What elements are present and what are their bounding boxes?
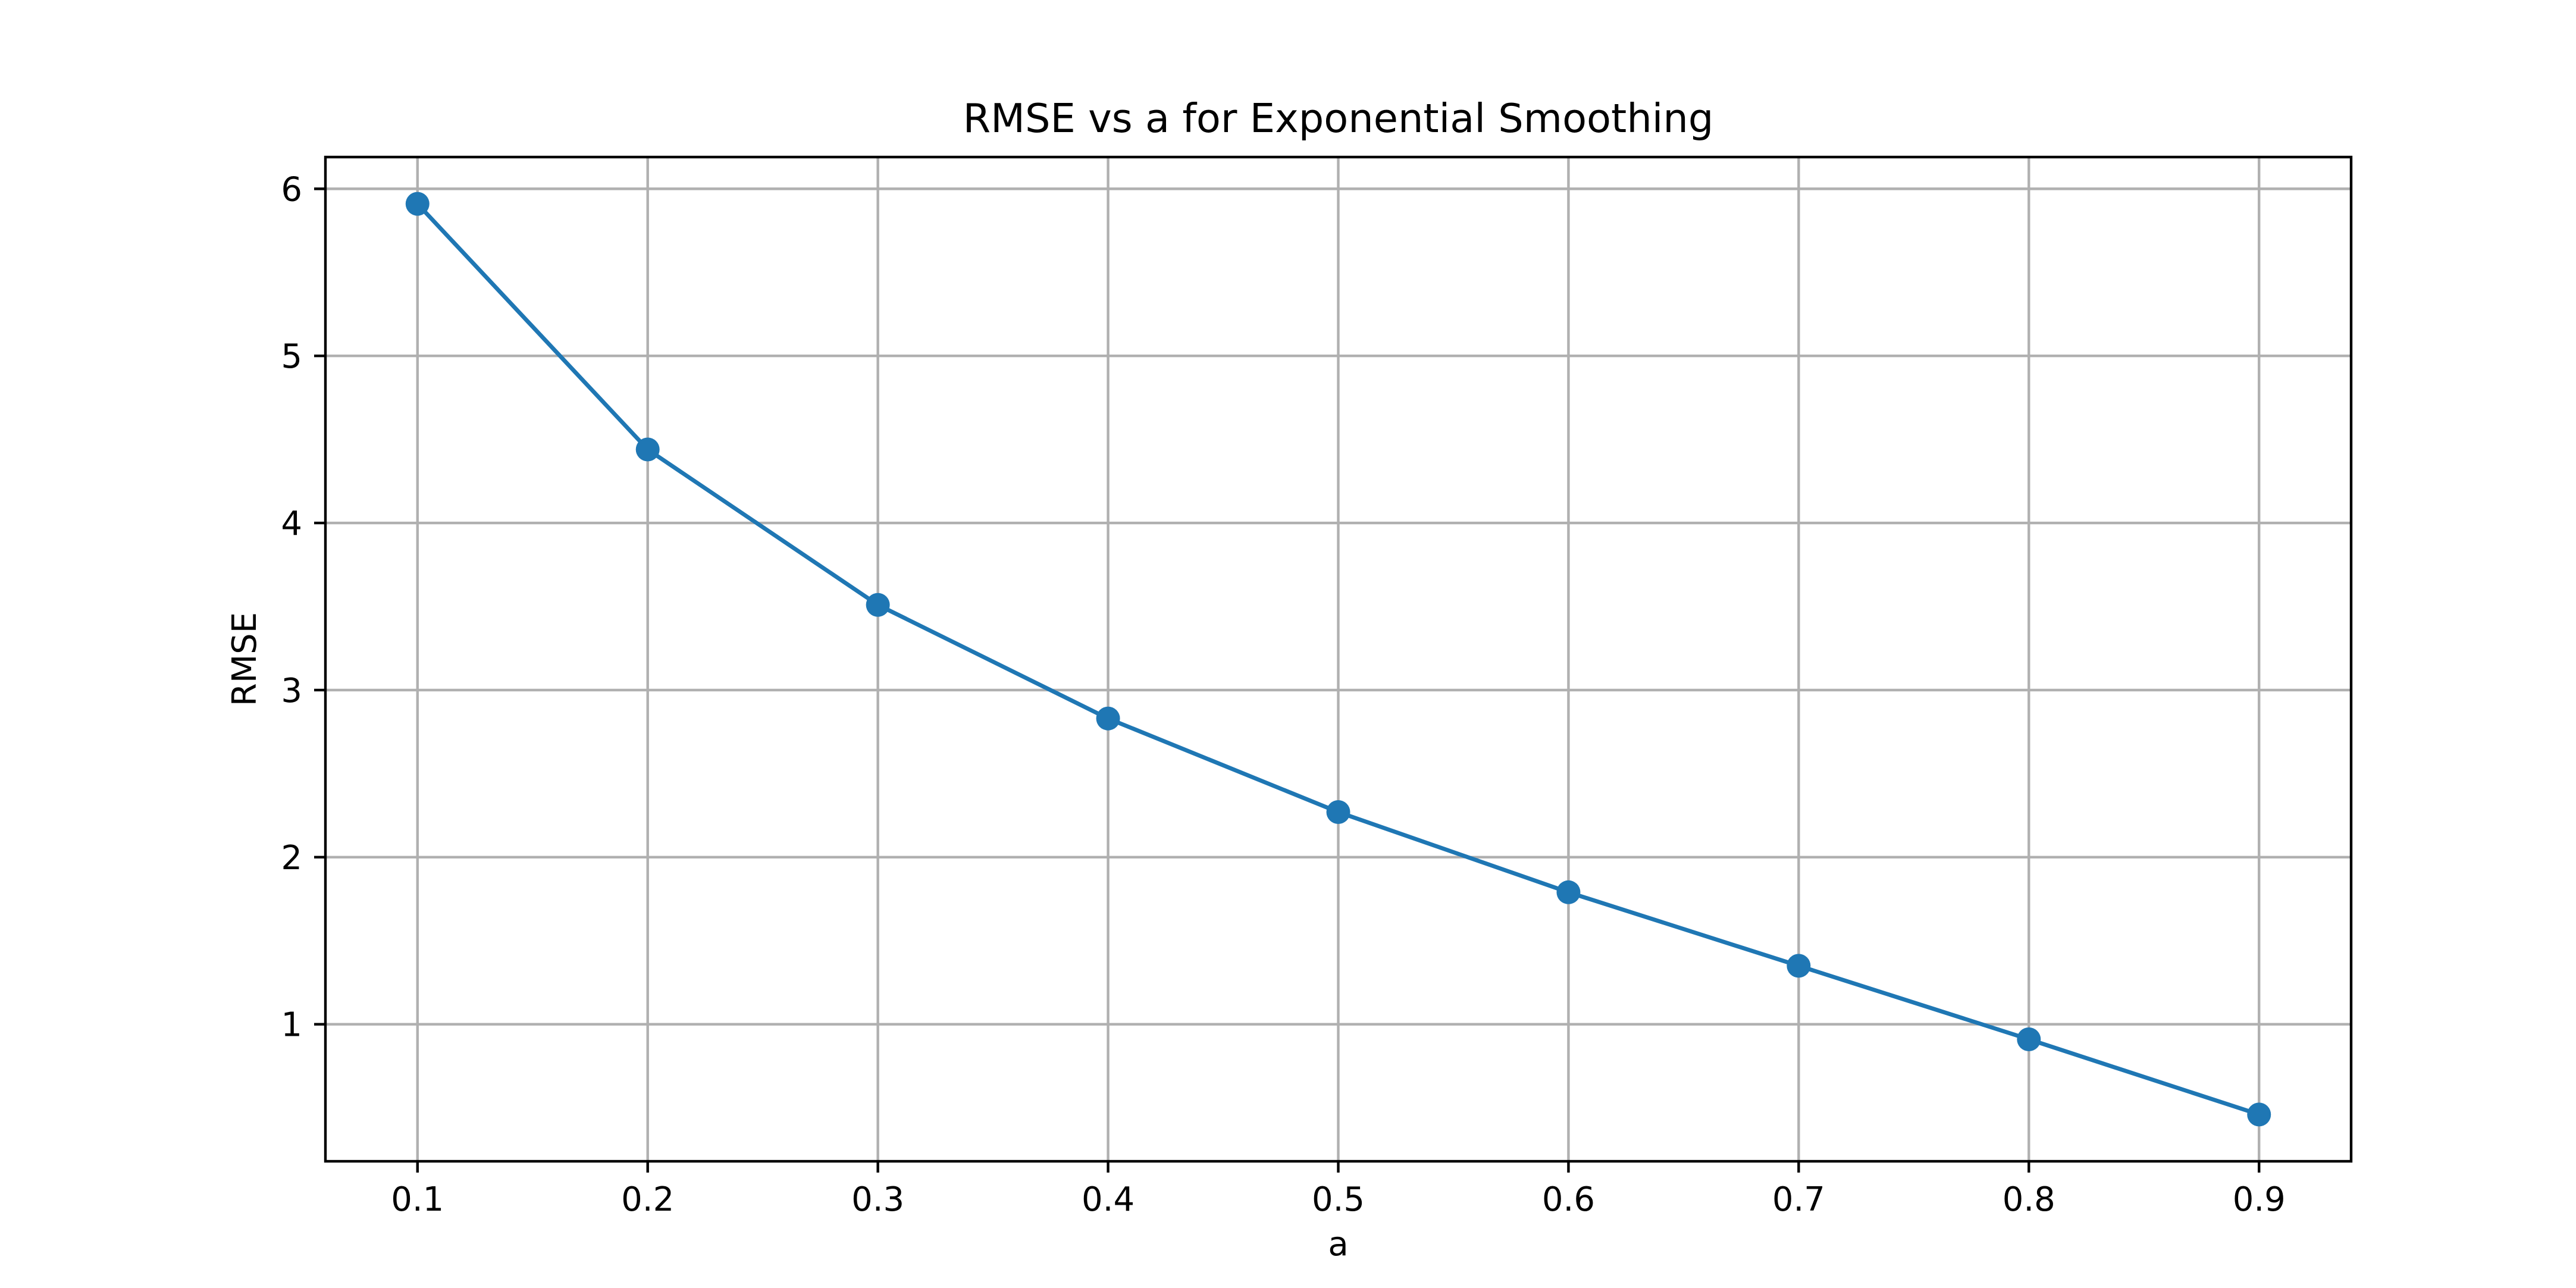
x-tick-label: 0.6 xyxy=(1542,1180,1595,1219)
x-tick-label: 0.1 xyxy=(391,1180,444,1219)
y-tick-label: 1 xyxy=(281,1006,302,1045)
y-tick-label: 4 xyxy=(281,504,302,543)
data-point-marker xyxy=(1326,800,1350,824)
x-tick-label: 0.4 xyxy=(1082,1180,1135,1219)
x-tick-label: 0.8 xyxy=(2002,1180,2055,1219)
y-tick-label: 6 xyxy=(281,170,302,209)
y-tick-label: 3 xyxy=(281,672,302,710)
y-tick-label: 2 xyxy=(281,839,302,878)
y-axis-label: RMSE xyxy=(225,612,264,706)
data-point-marker xyxy=(1096,706,1120,731)
data-point-marker xyxy=(2017,1027,2041,1051)
chart-title: RMSE vs a for Exponential Smoothing xyxy=(963,95,1714,142)
y-tick-label: 5 xyxy=(281,337,302,376)
x-axis-label: a xyxy=(1328,1225,1348,1264)
x-tick-label: 0.7 xyxy=(1772,1180,1825,1219)
x-tick-label: 0.5 xyxy=(1312,1180,1365,1219)
x-tick-label: 0.2 xyxy=(621,1180,674,1219)
ticks-layer: 0.1 0.2 0.3 0.4 0.5 0.6 0.7 0.8 0.9 1 2 3 4 5 6 xyxy=(281,170,2285,1219)
data-point-marker xyxy=(1787,954,1811,978)
data-point-marker xyxy=(2247,1102,2271,1127)
x-tick-label: 0.9 xyxy=(2233,1180,2286,1219)
data-point-marker xyxy=(405,192,430,216)
data-point-marker xyxy=(635,437,660,462)
data-point-marker xyxy=(866,593,890,617)
grid-layer xyxy=(325,157,2351,1161)
x-tick-label: 0.3 xyxy=(851,1180,904,1219)
data-point-marker xyxy=(1556,880,1581,904)
series-layer xyxy=(405,192,2271,1127)
